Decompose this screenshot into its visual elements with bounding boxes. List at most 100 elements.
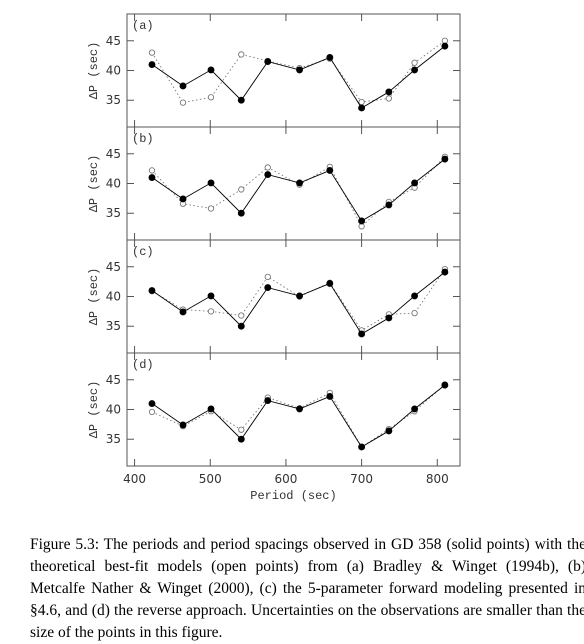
- y-tick-label: 40: [106, 64, 121, 78]
- data-point: [238, 51, 245, 58]
- x-tick-label: 600: [274, 472, 297, 486]
- y-tick-label: 45: [106, 373, 121, 387]
- data-point: [264, 164, 271, 171]
- data-point: [411, 179, 419, 187]
- panel-label: (c): [132, 245, 154, 259]
- data-point: [358, 104, 366, 112]
- y-axis-label: ΔP (sec): [87, 42, 101, 100]
- data-point: [296, 405, 304, 413]
- y-tick-label: 35: [106, 319, 121, 333]
- data-point: [264, 273, 271, 281]
- data-point: [441, 155, 449, 163]
- data-point: [296, 292, 304, 300]
- figure: 35 40 45 (a) ΔP (sec) 35 40 45 (b) ΔP (sec) 35 40 45…: [87, 13, 461, 503]
- data-point: [326, 279, 334, 287]
- data-point: [358, 330, 366, 338]
- y-tick-label: 45: [106, 260, 121, 274]
- data-point: [326, 53, 334, 61]
- data-point: [179, 308, 187, 316]
- data-point: [411, 405, 419, 413]
- data-point: [237, 209, 245, 217]
- y-tick-label: 35: [106, 93, 121, 107]
- y-tick-label: 40: [106, 403, 121, 417]
- data-point: [148, 400, 156, 408]
- data-point: [207, 66, 215, 74]
- x-axis-label: Period (sec): [250, 489, 336, 503]
- x-tick-label: 400: [123, 472, 146, 486]
- data-point: [207, 405, 215, 413]
- plot-frame: [126, 352, 461, 467]
- data-point: [264, 284, 272, 292]
- panel-label: (d): [132, 358, 154, 372]
- plot-frame: [126, 13, 461, 128]
- data-point: [238, 426, 245, 433]
- data-point: [237, 435, 245, 443]
- data-point: [148, 408, 156, 416]
- data-point: [179, 195, 187, 203]
- data-point: [237, 96, 245, 104]
- y-axis-label: ΔP (sec): [87, 381, 101, 439]
- data-point: [148, 61, 156, 69]
- data-point: [264, 171, 272, 179]
- data-point: [207, 292, 215, 300]
- data-point: [207, 179, 215, 187]
- data-point: [238, 186, 245, 193]
- series-line: [151, 158, 446, 222]
- series-line: [151, 384, 446, 448]
- data-point: [441, 37, 449, 44]
- panel-label: (b): [132, 132, 154, 146]
- data-point: [385, 314, 393, 322]
- data-point: [385, 427, 393, 435]
- data-point: [179, 99, 187, 106]
- data-point: [207, 308, 215, 315]
- series-line: [151, 268, 446, 332]
- data-point: [385, 201, 393, 209]
- y-tick-label: 45: [106, 147, 121, 161]
- y-tick-label: 45: [106, 34, 121, 48]
- data-point: [326, 166, 334, 174]
- data-point: [264, 58, 272, 66]
- data-point: [237, 322, 245, 330]
- data-point: [148, 174, 156, 182]
- data-point: [358, 217, 366, 225]
- y-axis-label: ΔP (sec): [87, 155, 101, 213]
- data-point: [385, 95, 393, 102]
- data-point: [411, 59, 418, 66]
- data-point: [411, 66, 419, 74]
- x-tick-label: 500: [199, 472, 222, 486]
- data-point: [264, 397, 272, 405]
- data-point: [207, 94, 215, 101]
- y-tick-label: 40: [106, 290, 121, 304]
- y-tick-label: 35: [106, 432, 121, 446]
- data-point: [238, 312, 245, 319]
- plot-frame: [126, 126, 461, 241]
- data-point: [296, 66, 304, 74]
- x-tick-label: 800: [426, 472, 449, 486]
- data-point: [148, 287, 156, 295]
- data-point: [296, 179, 304, 187]
- data-point: [358, 98, 365, 106]
- plot-frame: [126, 239, 461, 354]
- data-point: [358, 443, 366, 451]
- data-point: [326, 392, 334, 400]
- caption: Figure 5.3: The periods and period spaci…: [30, 536, 584, 641]
- data-point: [441, 268, 449, 276]
- data-point: [179, 421, 187, 429]
- x-tick-label: 700: [350, 472, 373, 486]
- y-tick-label: 35: [106, 206, 121, 220]
- data-point: [148, 49, 156, 56]
- series-line: [151, 45, 446, 109]
- data-point: [385, 88, 393, 96]
- data-point: [358, 223, 365, 230]
- data-point: [411, 292, 419, 300]
- panel-label: (a): [132, 19, 154, 33]
- series-line: [151, 271, 446, 335]
- series-line: [151, 384, 446, 448]
- data-point: [441, 381, 449, 389]
- data-point: [207, 205, 215, 212]
- data-point: [179, 82, 187, 90]
- data-point: [148, 167, 156, 174]
- y-tick-label: 40: [106, 177, 121, 191]
- data-point: [441, 42, 449, 50]
